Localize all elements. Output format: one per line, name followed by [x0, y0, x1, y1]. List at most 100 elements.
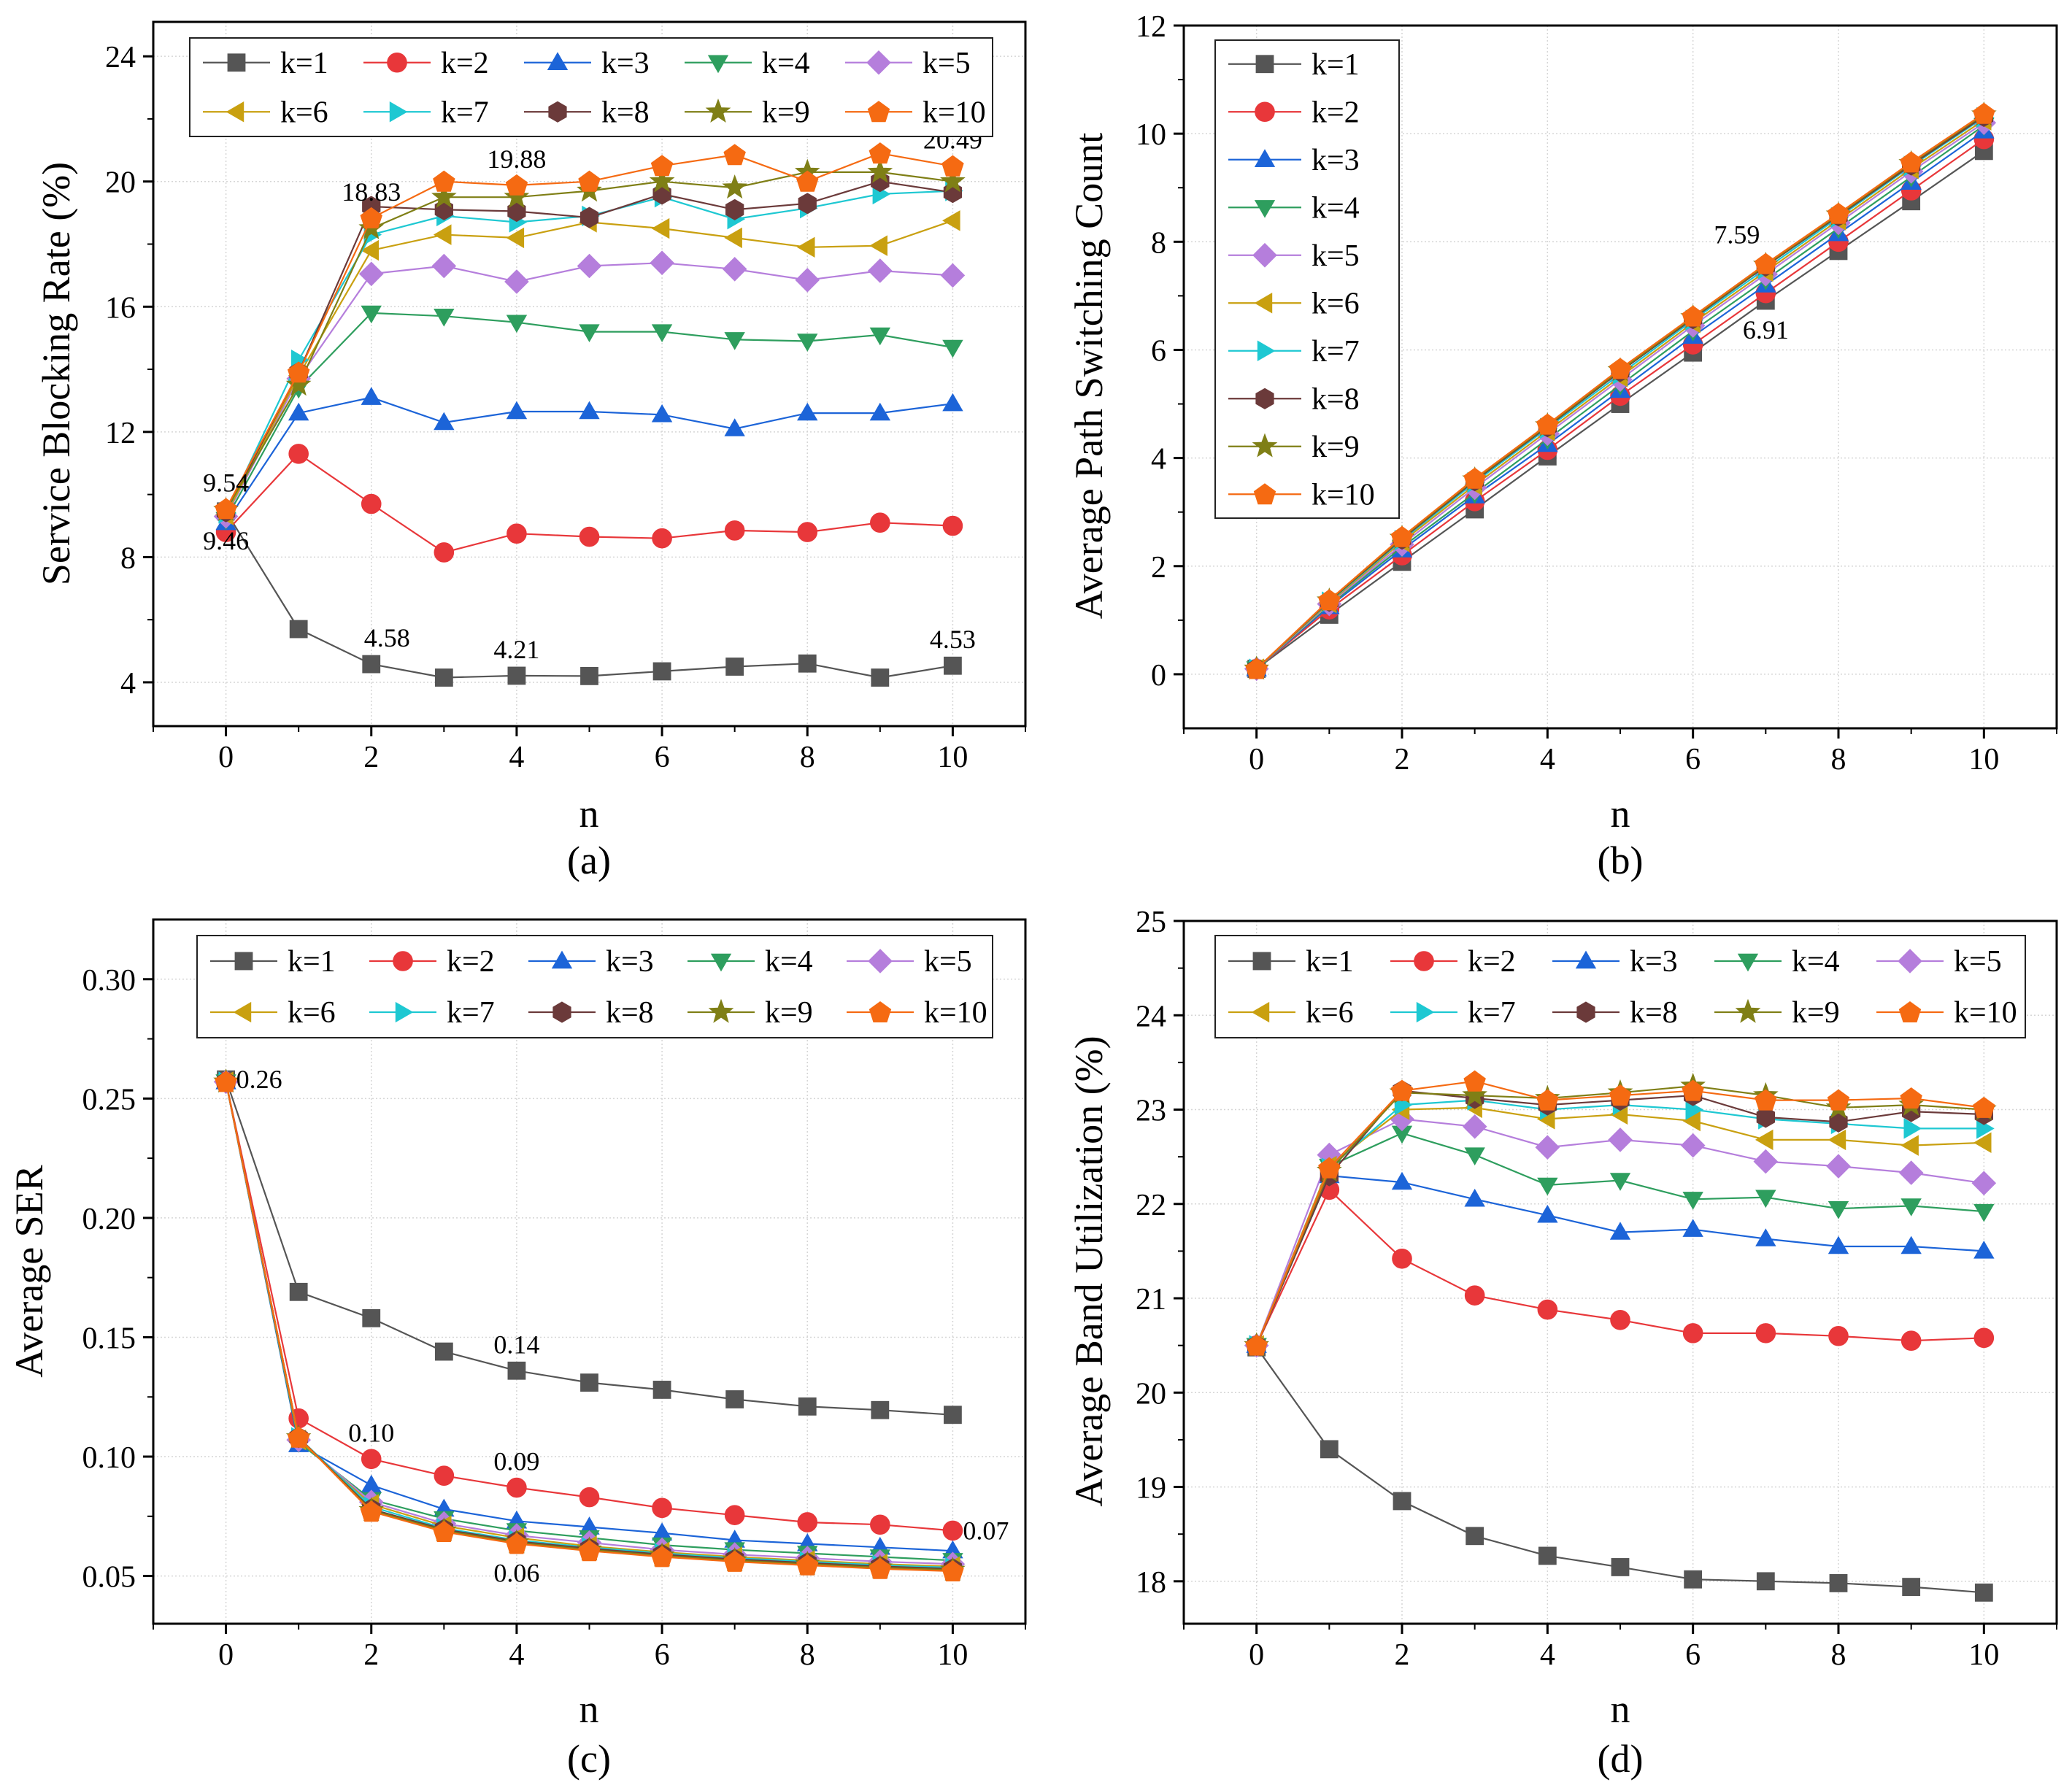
- data-point: [504, 183, 530, 208]
- series-k=4: [1246, 1125, 1995, 1357]
- x-axis-title: n: [1611, 792, 1630, 836]
- series-lines: [213, 1068, 966, 1581]
- x-tick-label: 8: [800, 1638, 815, 1672]
- data-point: [506, 227, 525, 249]
- x-tick-label: 6: [655, 1638, 670, 1672]
- data-point: [1900, 1087, 1922, 1109]
- x-axis-title: n: [1611, 1687, 1630, 1731]
- legend-marker: [547, 52, 569, 70]
- data-point: [577, 253, 602, 279]
- data-point: [288, 402, 309, 421]
- legend-item: k=7: [1228, 335, 1360, 369]
- data-point: [578, 1540, 601, 1562]
- data-point: [434, 542, 455, 563]
- series-k=2: [215, 444, 963, 563]
- panel-label: (b): [1598, 838, 1644, 882]
- legend-label: k=7: [1468, 996, 1516, 1030]
- data-point: [1971, 1171, 1997, 1196]
- legend-item: k=10: [845, 96, 986, 129]
- x-axis-title: n: [579, 792, 599, 836]
- legend-item: k=9: [1714, 996, 1840, 1030]
- y-axis-title: Average SER: [7, 1165, 51, 1377]
- data-point: [1973, 1203, 1995, 1222]
- data-point: [1392, 1248, 1412, 1269]
- annotation-label: 4.21: [493, 635, 539, 664]
- y-tick-label: 19: [1136, 1472, 1166, 1506]
- x-tick-label: 4: [509, 1638, 524, 1672]
- y-tick-label: 24: [1136, 1000, 1166, 1033]
- data-point: [652, 1381, 671, 1399]
- data-point: [1829, 1111, 1848, 1133]
- data-point: [944, 656, 962, 675]
- annotation-label: 6.91: [1743, 315, 1789, 344]
- data-point: [579, 324, 600, 343]
- data-point: [580, 666, 598, 685]
- data-point: [1903, 1118, 1922, 1139]
- annotation-label: 0.14: [493, 1330, 539, 1359]
- y-tick-label: 21: [1136, 1283, 1166, 1316]
- data-point: [1390, 1079, 1414, 1101]
- legend: k=1 k=2 k=3 k=4 k=5 k=6 k=7 k=8 k=9 k=10: [196, 935, 993, 1038]
- data-point: [941, 1560, 964, 1581]
- data-point: [431, 183, 457, 208]
- data-point: [505, 174, 528, 196]
- data-point: [1536, 413, 1559, 435]
- series-k=8: [217, 171, 962, 523]
- data-point: [434, 309, 455, 327]
- legend-label: k=10: [924, 996, 987, 1030]
- data-point: [870, 1514, 890, 1535]
- legend-item: k=10: [847, 996, 987, 1030]
- data-point: [1756, 1106, 1775, 1128]
- panel-c: 0 2 4 6 8 10 0.05 0.10 0.15 0.20 0.25 0.30 0.26 0.14…: [7, 918, 1027, 1781]
- data-point: [1755, 1129, 1773, 1151]
- data-point: [360, 207, 382, 228]
- data-point: [940, 263, 966, 288]
- legend-label: k=7: [441, 96, 489, 129]
- data-point: [944, 1406, 962, 1424]
- legend-marker: [1255, 55, 1274, 74]
- data-point: [650, 155, 674, 177]
- y-tick-label: 20: [1136, 1377, 1166, 1411]
- data-point: [724, 332, 745, 350]
- data-point: [723, 1550, 746, 1572]
- data-point: [796, 170, 819, 192]
- data-point: [504, 269, 529, 294]
- y-tick-label: 0.10: [82, 1441, 136, 1475]
- legend-item: k=4: [688, 945, 813, 979]
- data-point: [724, 1505, 745, 1525]
- data-point: [287, 361, 310, 383]
- data-point: [650, 250, 674, 276]
- data-point: [651, 217, 670, 239]
- data-point: [361, 387, 382, 405]
- x-tick-label: 6: [1685, 1638, 1701, 1672]
- legend-marker: [1416, 1001, 1435, 1023]
- legend-marker: [233, 1001, 252, 1023]
- x-tick-label: 8: [1831, 1638, 1846, 1672]
- legend-item: k=6: [203, 96, 328, 129]
- data-point: [434, 1465, 455, 1486]
- legend-item: k=1: [203, 47, 328, 80]
- y-tick-label: 23: [1136, 1095, 1166, 1128]
- y-axis-title: Service Blocking Rate (%): [34, 162, 78, 585]
- data-point: [431, 253, 457, 279]
- data-point: [289, 620, 308, 639]
- legend-label: k=4: [1792, 945, 1840, 979]
- data-point: [1245, 1334, 1268, 1356]
- annotation-label: 0.06: [493, 1558, 539, 1587]
- legend-label: k=4: [762, 47, 810, 80]
- data-point: [871, 668, 890, 687]
- legend-label: k=10: [1954, 996, 2017, 1030]
- axis-ticks: 0 2 4 6 8 10 0 2 4 6 8 10 12: [1136, 10, 2057, 776]
- legend-marker: [226, 101, 244, 123]
- data-point: [1464, 1147, 1485, 1165]
- data-point: [1463, 1070, 1486, 1092]
- series-lines: [213, 142, 966, 687]
- data-point: [725, 1390, 744, 1408]
- legend-marker: [705, 98, 731, 123]
- data-point: [579, 207, 599, 228]
- data-point: [287, 1426, 310, 1448]
- legend-marker: [1252, 433, 1278, 458]
- y-tick-label: 0: [1151, 659, 1166, 693]
